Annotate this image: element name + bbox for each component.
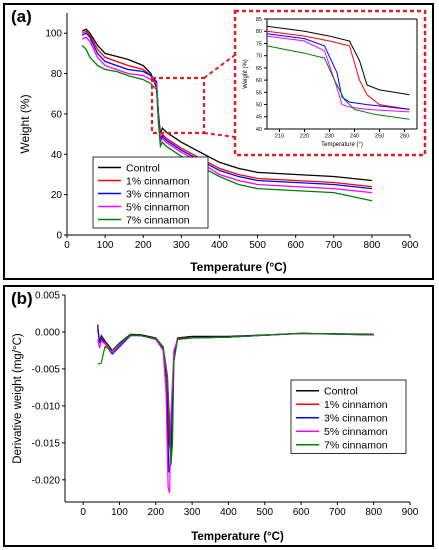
b-x-tick-label: 600 bbox=[293, 507, 310, 518]
b-y-tick-label: -0.005 bbox=[32, 364, 61, 375]
a-legend-entry: 5% cinnamon bbox=[126, 201, 190, 213]
b-y-axis-label: Derivative weight (mg/°C) bbox=[12, 333, 24, 464]
chart-a: 0 100 200 300 400 500 600 700 800 900 0 20 40 60 80 100… bbox=[18, 9, 427, 274]
b-legend-entry: 1% cinnamon bbox=[324, 399, 388, 411]
a-inset-y-tick-label: 50 bbox=[256, 102, 262, 108]
panel-b-label: (b) bbox=[11, 289, 33, 308]
b-y-tick-label: 0.000 bbox=[35, 327, 60, 338]
a-inset-y-tick-label: 45 bbox=[256, 115, 262, 121]
b-x-axis-label: Temperature (°C) bbox=[191, 531, 284, 543]
a-y-axis-label: Weight (%) bbox=[18, 94, 32, 153]
a-series-line-4 bbox=[81, 44, 373, 202]
a-inset-series-line-3 bbox=[266, 35, 410, 113]
b-y-tick-label: 0.005 bbox=[35, 291, 60, 302]
b-x-tick-label: 0 bbox=[80, 507, 86, 518]
a-legend-entry: 7% cinnamon bbox=[126, 214, 190, 226]
b-legend-entry: 3% cinnamon bbox=[324, 413, 388, 425]
a-inset-y-tick-label: 80 bbox=[256, 29, 262, 35]
a-inset-x-tick-label: 230 bbox=[325, 134, 334, 140]
a-inset-x-tick-label: 210 bbox=[275, 134, 284, 140]
b-x-tick-label: 200 bbox=[147, 507, 164, 518]
b-x-tick-label: 800 bbox=[365, 507, 382, 518]
panel-b: (b) 0 100 200 300 400 500 600 700 800 900 0.005 0.0… bbox=[3, 285, 434, 547]
a-legend-entry: Control bbox=[126, 162, 160, 174]
a-inset-y-axis-label: Weight (%) bbox=[243, 59, 249, 89]
a-inset-x-axis-label: Temperature (°) bbox=[321, 142, 363, 148]
a-inset-y-tick-label: 55 bbox=[256, 90, 262, 96]
a-inset-x-tick-label: 260 bbox=[400, 134, 409, 140]
a-x-axis-label: Temperature (°C) bbox=[190, 260, 287, 274]
panel-a: (a) 0 100 200 300 400 500 600 700 800 900 0 20 40 60 8… bbox=[3, 3, 434, 280]
b-x-tick-label: 700 bbox=[329, 507, 346, 518]
a-x-tick-label: 0 bbox=[64, 240, 70, 251]
a-x-tick-label: 600 bbox=[287, 240, 304, 251]
b-x-tick-label: 100 bbox=[111, 507, 128, 518]
a-x-tick-label: 900 bbox=[402, 240, 419, 251]
b-legend-entry: Control bbox=[324, 386, 358, 398]
a-x-tick-label: 300 bbox=[173, 240, 190, 251]
a-zoom-region bbox=[150, 76, 206, 135]
a-inset-series-line-2 bbox=[266, 33, 410, 110]
a-zoom-connector bbox=[203, 54, 236, 79]
a-inset-y-tick-label: 85 bbox=[256, 17, 262, 23]
a-inset-y-tick-label: 40 bbox=[256, 127, 262, 133]
a-y-tick-label: 40 bbox=[51, 150, 63, 161]
a-x-tick-label: 100 bbox=[97, 240, 114, 251]
a-inset-y-tick-label: 70 bbox=[256, 54, 262, 60]
a-legend-box bbox=[92, 156, 209, 229]
b-legend-box bbox=[290, 379, 407, 454]
b-y-tick-label: -0.020 bbox=[32, 475, 61, 486]
a-inset-series-line-4 bbox=[266, 45, 410, 120]
chart-b: 0 100 200 300 400 500 600 700 800 900 0.005 0.000 -0… bbox=[12, 291, 419, 544]
a-x-tick-label: 200 bbox=[135, 240, 152, 251]
a-inset-series-line-0 bbox=[266, 25, 410, 96]
b-y-tick-label: -0.015 bbox=[32, 438, 61, 449]
b-x-tick-label: 400 bbox=[220, 507, 237, 518]
panel-a-label: (a) bbox=[11, 7, 32, 26]
a-y-tick-label: 0 bbox=[56, 231, 62, 242]
a-x-tick-label: 500 bbox=[249, 240, 266, 251]
a-y-tick-label: 80 bbox=[51, 69, 63, 80]
b-series-line-4 bbox=[97, 332, 374, 466]
a-inset-y-tick-label: 65 bbox=[256, 66, 262, 72]
a-inset-y-tick-label: 75 bbox=[256, 41, 262, 47]
a-inset-x-tick-label: 240 bbox=[350, 134, 359, 140]
a-legend-entry: 1% cinnamon bbox=[126, 175, 190, 187]
b-x-tick-label: 500 bbox=[256, 507, 273, 518]
b-x-tick-label: 300 bbox=[184, 507, 201, 518]
a-inset-y-tick-label: 60 bbox=[256, 78, 262, 84]
a-y-tick-label: 100 bbox=[45, 29, 62, 40]
a-x-tick-label: 700 bbox=[325, 240, 342, 251]
a-x-tick-label: 800 bbox=[364, 240, 381, 251]
b-legend-entry: 5% cinnamon bbox=[324, 426, 388, 438]
a-legend-entry: 3% cinnamon bbox=[126, 188, 190, 200]
a-x-tick-label: 400 bbox=[211, 240, 228, 251]
b-x-tick-label: 900 bbox=[402, 507, 419, 518]
b-y-tick-label: -0.010 bbox=[32, 401, 61, 412]
a-inset-x-tick-label: 220 bbox=[300, 134, 309, 140]
b-legend-entry: 7% cinnamon bbox=[324, 440, 388, 452]
a-zoom-connector bbox=[203, 132, 236, 138]
a-inset-series-line-1 bbox=[266, 30, 410, 110]
a-inset-x-tick-label: 250 bbox=[375, 134, 384, 140]
a-y-tick-label: 20 bbox=[51, 190, 63, 201]
a-y-tick-label: 60 bbox=[51, 109, 63, 120]
